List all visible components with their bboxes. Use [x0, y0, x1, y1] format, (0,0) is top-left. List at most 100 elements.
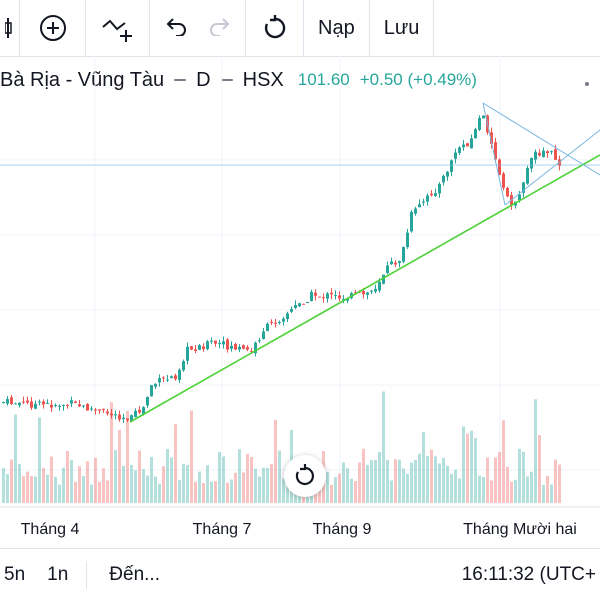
volume-bar [274, 419, 277, 503]
candle-body [126, 418, 129, 421]
volume-bar [538, 435, 541, 503]
volume-bar [18, 464, 21, 503]
range-5d-button[interactable]: 5n [4, 564, 26, 585]
volume-bar [346, 468, 349, 503]
volume-bar [398, 459, 401, 503]
candle-body [518, 194, 521, 201]
volume-bar [38, 417, 41, 503]
interval-label[interactable]: D [196, 68, 211, 91]
volume-bar [466, 433, 469, 503]
volume-bar [90, 484, 93, 503]
volume-bar [66, 450, 69, 503]
volume-bar [118, 429, 121, 503]
volume-bar [410, 462, 413, 503]
volume-bar [422, 431, 425, 503]
add-icon[interactable] [20, 0, 86, 56]
volume-bar [254, 468, 257, 503]
volume-bar [22, 476, 25, 503]
candle-body [426, 195, 429, 202]
candle-body [310, 291, 313, 302]
exchange-label: HSX [242, 68, 284, 91]
refresh-icon[interactable] [246, 0, 304, 56]
volume-bar [82, 476, 85, 503]
volume-bar [494, 457, 497, 503]
candle-body [542, 150, 545, 158]
candle-body [66, 404, 69, 406]
volume-bar [242, 472, 245, 503]
candle-body [274, 322, 277, 324]
candle-body [54, 404, 57, 406]
clock-readout[interactable]: 16:11:32 (UTC+ [461, 564, 596, 585]
goto-date-button[interactable]: Đến... [109, 564, 160, 585]
volume-bar [102, 468, 105, 503]
candle-body [458, 147, 461, 153]
volume-bar [278, 450, 281, 503]
candle-body [502, 173, 505, 188]
candle-body [26, 400, 29, 403]
indicator-icon[interactable] [0, 0, 20, 56]
candle-body [234, 344, 237, 350]
volume-bar [342, 462, 345, 503]
volume-bar [442, 458, 445, 503]
candle-body [526, 168, 529, 184]
volume-bar [218, 451, 221, 503]
volume-bar [534, 399, 537, 503]
volume-bar [330, 484, 333, 503]
volume-bar [510, 481, 513, 503]
candle-body [374, 288, 377, 292]
candle-body [366, 292, 369, 295]
candle-body [482, 115, 485, 119]
candle-body [414, 208, 417, 214]
reset-chart-button[interactable] [284, 455, 326, 497]
candle-body [522, 182, 525, 193]
candle-body [230, 345, 233, 349]
candle-body [34, 403, 37, 409]
candle-body [42, 401, 45, 405]
redo-icon[interactable] [208, 16, 232, 41]
volume-bar [470, 430, 473, 503]
volume-bar [402, 468, 405, 503]
candle-body [142, 407, 145, 414]
candle-body [442, 175, 445, 183]
candle-body [354, 292, 357, 294]
volume-bar [350, 478, 353, 503]
candle-body [122, 417, 125, 420]
volume-bar [550, 484, 553, 503]
candle-body [226, 339, 229, 350]
volume-bar [454, 469, 457, 503]
candle-body [294, 304, 297, 309]
candle-body [194, 349, 197, 351]
volume-bar [546, 476, 549, 503]
undo-icon[interactable] [164, 16, 188, 41]
volume-bar [406, 473, 409, 503]
candle-body [270, 321, 273, 323]
candle-body [182, 361, 185, 371]
triangle-lower-line [504, 129, 600, 206]
candle-body [14, 403, 17, 405]
candle-body [334, 295, 337, 297]
time-axis-label: Tháng 9 [313, 521, 372, 538]
candle-body [130, 415, 133, 421]
volume-bar [6, 474, 9, 503]
range-1d-button[interactable]: 1n [47, 564, 69, 585]
symbol-name[interactable]: Bà Rịa - Vũng Tàu [0, 68, 165, 91]
status-dot [585, 82, 589, 86]
volume-bar [190, 410, 193, 503]
candle-body [18, 402, 21, 406]
candle-body [530, 158, 533, 169]
volume-bar [134, 470, 137, 503]
candle-body [330, 292, 333, 295]
volume-bar [258, 476, 261, 503]
save-button[interactable]: Lưu [370, 0, 435, 56]
candle-body [154, 383, 157, 387]
volume-bar [58, 484, 61, 503]
volume-bar [106, 480, 109, 503]
candle-body [178, 369, 181, 380]
candle-body [50, 404, 53, 408]
candle-body [422, 201, 425, 203]
candle-body [58, 405, 61, 407]
candle-body [430, 193, 433, 196]
compare-icon[interactable] [86, 0, 150, 56]
candle-body [86, 403, 89, 411]
load-button[interactable]: Nạp [304, 0, 370, 56]
